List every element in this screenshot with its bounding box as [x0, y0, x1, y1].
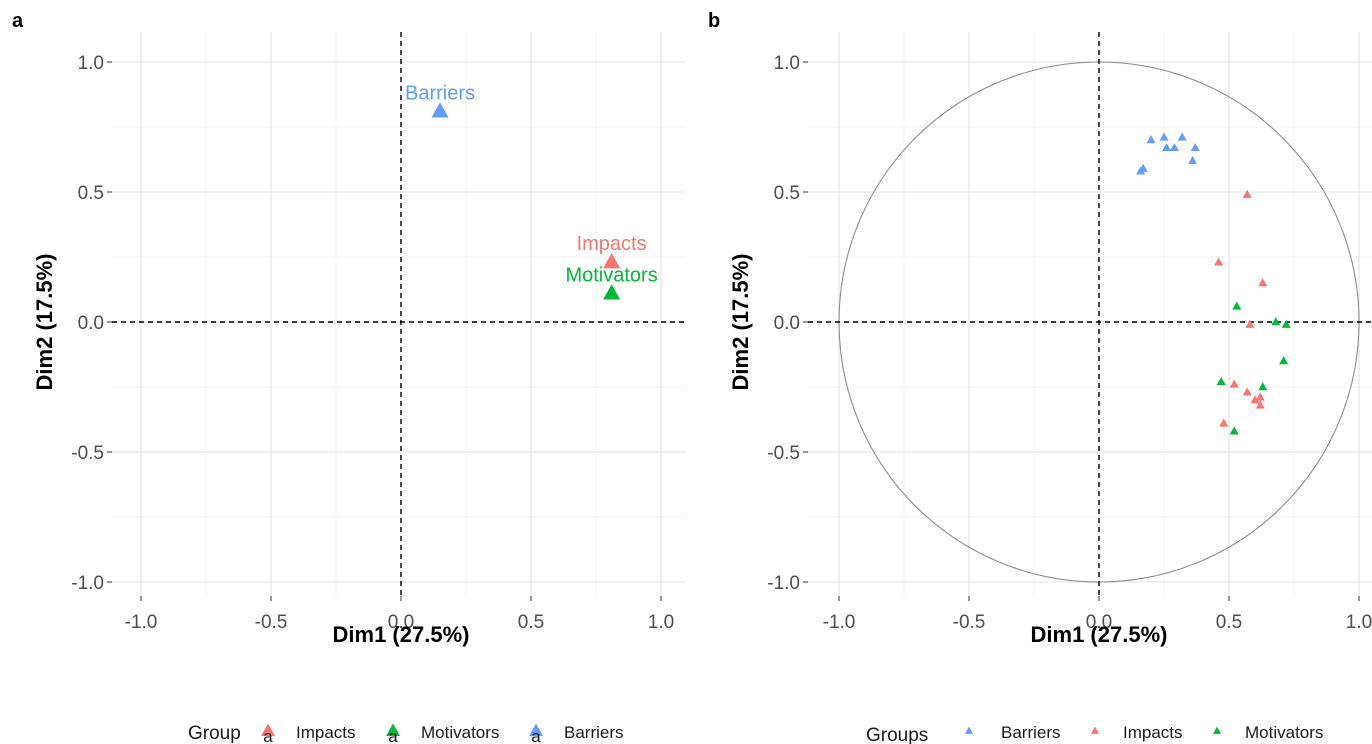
point-motivators	[1279, 356, 1289, 365]
y-tick-label: -1.0	[767, 573, 800, 594]
panel-label-a: a	[12, 10, 24, 32]
plot-area: Impacts Motivators Barriers	[112, 32, 686, 596]
point-impacts	[1242, 387, 1252, 396]
y-tick-label: -0.5	[767, 443, 800, 464]
point-motivators	[1232, 301, 1242, 310]
point-barriers	[1169, 142, 1179, 152]
x-axis-title: Dim1 (27.5%)	[333, 622, 470, 647]
legend-label-impacts: Impacts	[1123, 723, 1183, 742]
x-tick-label: 0.0	[388, 612, 414, 633]
point-motivators	[1216, 376, 1226, 386]
legend-label-barriers: Barriers	[564, 723, 624, 742]
x-tick-label: -0.5	[953, 612, 986, 633]
y-tick-label: -0.5	[71, 443, 104, 464]
point-barriers	[1190, 142, 1200, 152]
point-barriers	[1146, 135, 1156, 144]
panel-b: b 1.0 0.5 0.0 -0.5 -1.0 -1.0 -0.5 0.0 0.5 1.0 Dim1 …	[708, 10, 1372, 744]
y-tick-label: -1.0	[71, 573, 104, 594]
legend-title: Groups	[866, 725, 928, 744]
y-axis-title: Dim2 (17.5%)	[32, 254, 57, 391]
legend-key-glyph: a	[263, 727, 273, 744]
point-label-impacts: Impacts	[577, 233, 647, 255]
legend-label-motivators: Motivators	[1245, 723, 1323, 742]
point-impacts	[1255, 400, 1265, 409]
x-tick-label: 1.0	[648, 612, 674, 633]
y-tick-label: 1.0	[774, 53, 800, 74]
point-barriers	[1162, 142, 1172, 152]
legend-label-motivators: Motivators	[421, 723, 499, 742]
point-impacts	[1245, 319, 1255, 328]
y-tick-label: 0.0	[774, 313, 800, 334]
point-motivators	[1271, 317, 1281, 326]
panel-label-b: b	[708, 10, 720, 32]
legend-key-impacts	[261, 723, 275, 737]
x-tick-label: -0.5	[255, 612, 288, 633]
legend-key-motivators	[1213, 726, 1221, 734]
legend: Group a Impacts a Motivators a Barriers	[188, 723, 624, 744]
legend-key-barriers	[529, 723, 543, 737]
legend: Groups Barriers Impacts Motivators	[866, 723, 1323, 744]
y-tick-label: 1.0	[78, 53, 104, 74]
x-tick-label: 0.0	[1086, 612, 1112, 633]
point-motivators	[1258, 382, 1268, 391]
point-label-barriers: Barriers	[405, 82, 475, 104]
x-tick-label: -1.0	[823, 612, 856, 633]
x-tick-label: 0.5	[1216, 612, 1242, 633]
y-tick-label: 0.5	[78, 183, 104, 204]
point-barriers	[1159, 132, 1169, 141]
point-impacts	[1214, 257, 1224, 266]
point-impacts	[603, 253, 621, 269]
point-impacts	[1229, 379, 1239, 388]
x-tick-label: 0.5	[518, 612, 544, 633]
point-motivators	[603, 284, 621, 300]
point-barriers	[1136, 166, 1146, 175]
point-barriers	[1188, 155, 1198, 165]
x-tick-label: 1.0	[1346, 612, 1372, 633]
point-impacts	[1258, 278, 1268, 287]
legend-title: Group	[188, 723, 241, 744]
legend-label-impacts: Impacts	[296, 723, 356, 742]
point-motivators	[1281, 319, 1291, 328]
legend-key-motivators	[386, 723, 400, 737]
x-axis-title: Dim1 (27.5%)	[1031, 622, 1168, 647]
point-label-motivators: Motivators	[565, 264, 657, 286]
legend-key-glyph: a	[531, 727, 541, 744]
legend-label-barriers: Barriers	[1001, 723, 1061, 742]
legend-key-glyph: a	[388, 727, 398, 744]
y-tick-label: 0.0	[78, 313, 104, 334]
point-impacts	[1242, 189, 1252, 198]
point-barriers	[431, 102, 449, 118]
point-motivators	[1229, 426, 1239, 435]
y-tick-label: 0.5	[774, 183, 800, 204]
point-barriers	[1177, 132, 1187, 141]
point-impacts	[1250, 395, 1260, 404]
y-axis-title: Dim2 (17.5%)	[728, 254, 753, 391]
plot-area	[808, 32, 1372, 596]
legend-key-impacts	[1091, 726, 1099, 734]
x-tick-label: -1.0	[125, 612, 158, 633]
point-impacts	[1255, 392, 1265, 401]
panel-a: a Impacts Motivators Barriers 1.0 0.5 0.0 -0.5 -…	[12, 10, 686, 744]
legend-key-barriers	[965, 726, 973, 734]
point-impacts	[1219, 418, 1229, 427]
